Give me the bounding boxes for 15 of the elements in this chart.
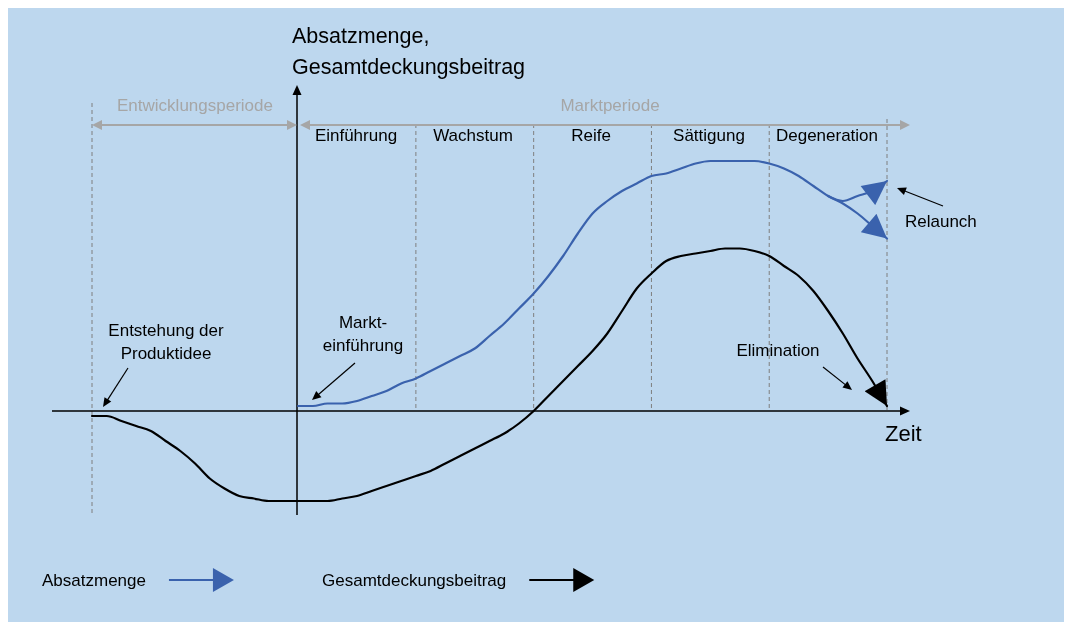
annotation: Markt- einführung	[322, 313, 404, 355]
y-axis-title: Absatzmenge, Gesamtdeckungsbeitrag	[292, 24, 526, 79]
text: Einführung	[314, 126, 398, 145]
text: Marktperiode	[560, 96, 660, 115]
text: Relaunch	[905, 212, 977, 231]
x-axis-title: Zeit	[885, 421, 922, 446]
legend-label: Absatzmenge	[42, 571, 146, 590]
text: Degeneration	[775, 126, 879, 145]
legend-label: Gesamtdeckungsbeitrag	[322, 571, 507, 590]
text: Reife	[571, 126, 611, 145]
text: Entwicklungsperiode	[117, 96, 273, 115]
annotation: Elimination	[736, 341, 820, 360]
text: Sättigung	[673, 126, 745, 145]
text: Wachstum	[433, 126, 513, 145]
annotation: Entstehung der Produktidee	[108, 321, 224, 363]
